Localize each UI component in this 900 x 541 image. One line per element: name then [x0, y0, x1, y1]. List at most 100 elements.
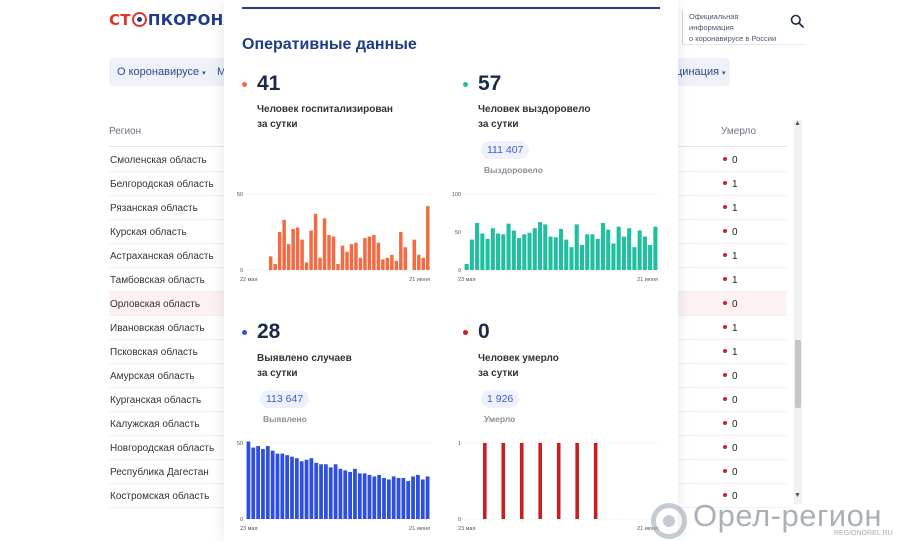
chart-bar[interactable] — [420, 479, 425, 519]
chart-bar[interactable] — [353, 468, 357, 519]
scrollbar-thumb[interactable] — [795, 340, 801, 408]
chart-bar[interactable] — [268, 256, 273, 270]
chart-bar[interactable] — [294, 458, 299, 519]
chart-bar[interactable] — [367, 236, 372, 270]
chart-bar[interactable] — [338, 468, 343, 519]
chart-bar[interactable] — [390, 254, 394, 270]
chart-bar[interactable] — [606, 229, 611, 270]
chart-bar[interactable] — [290, 456, 294, 519]
chart-bar[interactable] — [319, 464, 323, 519]
scroll-down-arrow-icon[interactable]: ▼ — [794, 492, 801, 499]
chart-bar[interactable] — [291, 228, 295, 270]
chart-bar[interactable] — [399, 232, 403, 270]
chart-bar[interactable] — [396, 477, 401, 519]
chart-bar[interactable] — [251, 447, 256, 519]
chart-bar[interactable] — [632, 247, 637, 270]
chart-bar[interactable] — [394, 260, 399, 270]
chart-bar[interactable] — [282, 219, 286, 270]
chart-bar[interactable] — [558, 228, 564, 270]
chart-bar[interactable] — [426, 206, 430, 270]
chart-bar[interactable] — [574, 224, 579, 270]
chart-bar[interactable] — [575, 443, 579, 519]
official-info-link[interactable]: Официальная информация о коронавирусе в … — [682, 11, 782, 44]
chart-bar[interactable] — [417, 254, 421, 270]
chart-bar[interactable] — [642, 236, 647, 270]
chart-bar[interactable] — [391, 476, 396, 519]
chart-bar[interactable] — [354, 242, 358, 270]
chart-bar[interactable] — [490, 228, 495, 270]
chart-bar[interactable] — [367, 474, 372, 519]
chart-bar[interactable] — [648, 244, 653, 270]
chart-bar[interactable] — [590, 234, 595, 270]
chart-bar[interactable] — [517, 238, 522, 270]
chart-bar[interactable] — [322, 218, 327, 270]
chart-bar[interactable] — [343, 470, 348, 519]
chart-bar[interactable] — [532, 228, 537, 270]
chart-bar[interactable] — [270, 450, 275, 519]
chart-bar[interactable] — [327, 235, 331, 270]
chart-bar[interactable] — [340, 245, 345, 270]
chart-bar[interactable] — [616, 226, 621, 270]
nav-about-covid[interactable]: О коронавирусе ▾ — [109, 58, 214, 86]
chart-bar[interactable] — [411, 476, 415, 519]
nav-item-m[interactable]: М — [210, 58, 226, 86]
chart-bar[interactable] — [637, 230, 642, 270]
chart-bar[interactable] — [349, 244, 354, 270]
chart-bar[interactable] — [537, 222, 543, 270]
chart-bar[interactable] — [401, 477, 406, 519]
chart-bar[interactable] — [372, 476, 377, 519]
chart-bar[interactable] — [376, 242, 381, 270]
chart-bar[interactable] — [309, 458, 314, 519]
chart-bar[interactable] — [553, 237, 558, 270]
chart-bar[interactable] — [313, 213, 318, 270]
chart-bar[interactable] — [362, 473, 367, 519]
chart-bar[interactable] — [256, 446, 260, 519]
chart-bar[interactable] — [480, 233, 485, 270]
chart-bar[interactable] — [543, 224, 548, 270]
chart-bar[interactable] — [511, 230, 516, 270]
chart-bar[interactable] — [333, 464, 338, 519]
chart-bar[interactable] — [280, 453, 285, 519]
chart-bar[interactable] — [382, 477, 386, 519]
column-header-region[interactable]: Регион — [109, 126, 142, 137]
chart-bar[interactable] — [328, 467, 333, 519]
chart-bar[interactable] — [385, 257, 390, 270]
chart-bar[interactable] — [357, 473, 362, 519]
chart-bar[interactable] — [538, 443, 543, 519]
chart-bar[interactable] — [273, 263, 277, 270]
column-header-died[interactable]: Умерло — [721, 126, 757, 137]
chart-bar[interactable] — [548, 236, 553, 270]
chart-bar[interactable] — [372, 235, 376, 270]
chart-bar[interactable] — [406, 481, 411, 519]
chart-bar[interactable] — [300, 239, 304, 270]
chart-bar[interactable] — [469, 239, 474, 270]
chart-bar[interactable] — [464, 263, 469, 270]
search-icon[interactable] — [790, 14, 804, 28]
chart-bar[interactable] — [519, 443, 524, 519]
chart-bar[interactable] — [501, 443, 506, 519]
chart-bar[interactable] — [314, 462, 319, 519]
scrollbar-track[interactable] — [794, 120, 802, 504]
chart-bar[interactable] — [579, 244, 585, 270]
chart-bar[interactable] — [403, 247, 408, 270]
chart-bar[interactable] — [600, 222, 605, 270]
chart-bar[interactable] — [501, 234, 506, 270]
chart-bar[interactable] — [363, 238, 367, 270]
chart-bar[interactable] — [421, 257, 426, 270]
chart-bar[interactable] — [348, 471, 352, 519]
chart-bar[interactable] — [246, 441, 251, 519]
chart-bar[interactable] — [386, 479, 391, 519]
chart-bar[interactable] — [309, 230, 313, 270]
chart-bar[interactable] — [286, 244, 291, 270]
chart-bar[interactable] — [569, 247, 574, 270]
chart-bar[interactable] — [285, 455, 290, 519]
nav-vaccination[interactable]: цинация ▾ — [676, 58, 730, 86]
chart-bar[interactable] — [416, 474, 420, 519]
chart-bar[interactable] — [527, 232, 532, 270]
chart-bar[interactable] — [318, 257, 322, 270]
chart-bar[interactable] — [621, 236, 626, 270]
chart-bar[interactable] — [261, 449, 265, 519]
chart-bar[interactable] — [653, 226, 658, 270]
chart-bar[interactable] — [275, 453, 280, 519]
chart-bar[interactable] — [506, 223, 511, 270]
